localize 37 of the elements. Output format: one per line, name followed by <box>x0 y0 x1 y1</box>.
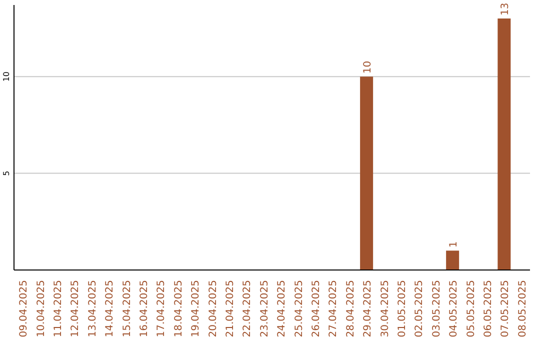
bar <box>360 76 374 270</box>
x-tick-label: 27.04.2025 <box>328 280 340 338</box>
x-tick-label: 21.04.2025 <box>225 280 236 338</box>
x-tick-label: 25.04.2025 <box>294 280 305 338</box>
data-label: 13 <box>500 2 512 16</box>
bar <box>446 250 460 270</box>
x-tick-label: 15.04.2025 <box>122 280 133 338</box>
x-tick-label: 07.05.2025 <box>500 280 512 338</box>
x-tick-label: 16.04.2025 <box>139 280 150 338</box>
x-tick-label: 18.04.2025 <box>173 280 184 338</box>
x-tick-label: 02.05.2025 <box>414 280 426 338</box>
x-tick-label: 03.05.2025 <box>431 280 442 338</box>
x-tick-label: 19.04.2025 <box>190 280 202 338</box>
x-tick-label: 06.05.2025 <box>483 280 494 338</box>
data-label: 1 <box>448 241 460 248</box>
y-tick-label: 5 <box>2 170 11 176</box>
bar <box>498 18 511 270</box>
x-tick-label: 23.04.2025 <box>259 280 270 338</box>
x-tick-label: 04.05.2025 <box>448 280 460 338</box>
x-tick-label: 17.04.2025 <box>156 280 168 338</box>
x-tick-label: 14.04.2025 <box>104 280 116 338</box>
data-label: 10 <box>362 60 374 74</box>
x-tick-label: 12.04.2025 <box>70 280 82 338</box>
x-tick-label: 13.04.2025 <box>87 280 98 338</box>
x-tick-label: 11.04.2025 <box>53 280 64 338</box>
x-tick-label: 22.04.2025 <box>242 280 254 338</box>
x-tick-label: 26.04.2025 <box>311 280 322 338</box>
x-tick-label: 05.05.2025 <box>466 280 477 338</box>
x-tick-label: 09.04.2025 <box>18 280 30 338</box>
x-tick-label: 01.05.2025 <box>397 280 408 338</box>
x-tick-label: 29.04.2025 <box>362 280 374 338</box>
x-tick-label: 28.04.2025 <box>345 280 356 338</box>
x-tick-label: 20.04.2025 <box>208 280 219 338</box>
x-tick-label: 30.04.2025 <box>380 280 391 338</box>
x-tick-label: 08.05.2025 <box>517 280 528 338</box>
x-tick-label: 10.04.2025 <box>36 280 47 338</box>
x-tick-label: 24.04.2025 <box>276 280 288 338</box>
